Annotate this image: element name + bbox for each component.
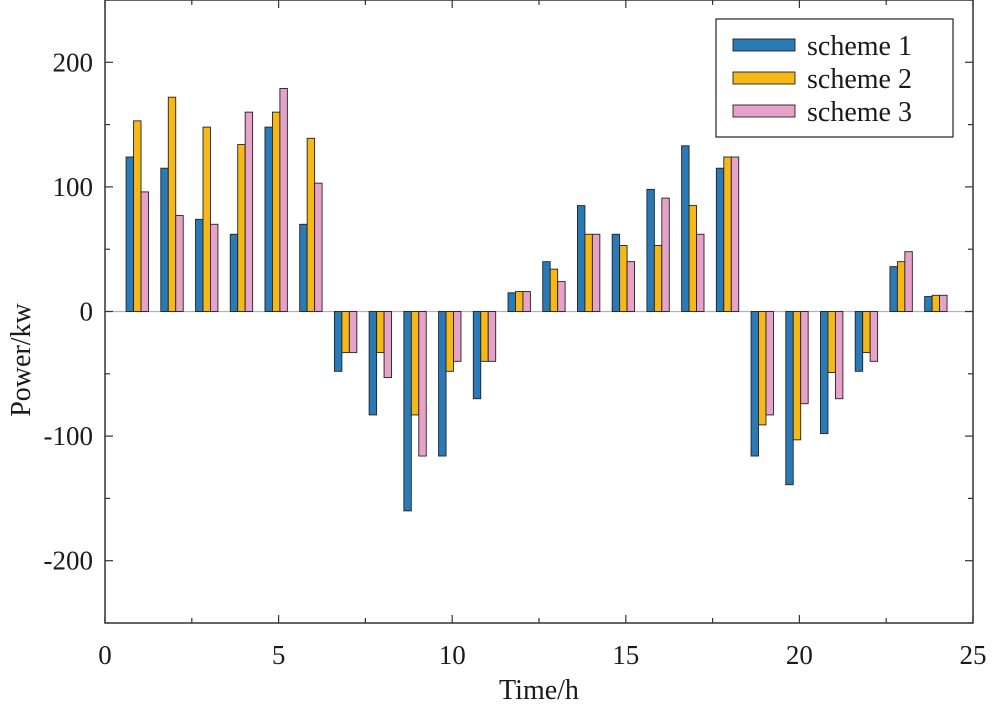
x-tick-label: 25 [960,640,987,670]
bar-scheme-1-t6 [299,223,308,312]
bar-scheme-1-t8 [368,311,378,416]
y-tick-label: 200 [53,47,94,77]
bar-scheme-1-t15 [611,233,621,312]
y-tick-label: 100 [53,172,94,202]
bar-scheme-3-t6 [314,182,323,312]
x-tick-label: 10 [439,640,466,670]
bar-scheme-3-t10 [453,311,462,362]
bar-scheme-2-t24 [931,294,941,312]
bar-scheme-3-t21 [834,311,844,400]
bar-scheme-1-t18 [715,167,725,312]
x-axis-label: Time/h [499,675,579,706]
legend-label-scheme-3: scheme 3 [807,97,912,128]
bar-scheme-1-t13 [542,261,551,312]
bar-scheme-2-t10 [445,311,454,372]
bar-scheme-2-t2 [167,96,177,312]
bar-scheme-1-t11 [472,311,482,400]
bar-scheme-1-t23 [889,266,898,312]
bar-scheme-1-t9 [403,311,412,512]
x-tick-label: 20 [786,640,813,670]
bar-scheme-2-t22 [862,311,871,354]
legend-label-scheme-2: scheme 2 [807,64,912,95]
bar-scheme-2-t4 [237,144,246,312]
y-axis-label: Power/kw [6,302,37,416]
bar-scheme-3-t15 [626,261,636,312]
bar-scheme-3-t2 [175,215,184,312]
bar-scheme-2-t1 [133,120,142,312]
bar-scheme-3-t20 [800,311,809,405]
bar-scheme-1-t1 [125,156,135,312]
bar-scheme-1-t5 [264,126,273,312]
bar-scheme-2-t11 [480,311,489,362]
y-tick-label: -100 [44,421,94,451]
bar-scheme-1-t3 [195,218,204,312]
bar-scheme-1-t10 [438,311,447,457]
bar-scheme-3-t4 [244,111,254,312]
bar-scheme-2-t9 [410,311,420,416]
legend-swatch-scheme-2 [732,71,796,85]
bar-scheme-2-t18 [723,156,732,312]
bar-scheme-3-t16 [661,197,670,312]
bar-scheme-1-t4 [229,233,239,312]
bar-scheme-1-t2 [160,167,169,312]
x-tick-label: 5 [272,640,286,670]
bar-scheme-1-t17 [681,145,690,312]
bar-scheme-3-t8 [383,311,392,378]
bar-scheme-2-t23 [896,261,906,312]
bar-scheme-1-t20 [785,311,794,486]
bar-scheme-2-t6 [306,137,316,312]
bar-scheme-3-t7 [348,311,358,354]
y-tick-label: -200 [44,546,94,576]
bar-scheme-3-t19 [765,311,774,416]
bar-scheme-3-t5 [279,88,288,312]
bar-scheme-3-t12 [522,291,531,312]
bar-scheme-2-t15 [619,245,628,312]
legend-swatch-scheme-1 [732,38,796,52]
axis-ticks [104,0,974,624]
bar-scheme-1-t21 [820,311,829,435]
bar-scheme-2-t5 [271,111,281,312]
bar-scheme-2-t8 [376,311,385,354]
bar-scheme-1-t19 [750,311,759,457]
bar-scheme-2-t16 [653,245,663,312]
tick-labels: -200 -100 0 100 200 0 5 10 15 20 25 [44,47,987,670]
bar-scheme-3-t18 [730,156,740,312]
bar-scheme-3-t24 [939,294,948,312]
bar-scheme-3-t22 [869,311,879,362]
bar-scheme-2-t19 [758,311,767,426]
bar-scheme-1-t22 [854,311,864,372]
x-tick-label: 0 [98,640,112,670]
legend-swatch-scheme-3 [732,104,796,118]
bar-scheme-2-t20 [792,311,802,441]
bar-scheme-3-t14 [591,233,601,312]
legend-label-scheme-1: scheme 1 [807,31,912,62]
bar-scheme-3-t1 [140,191,149,312]
x-tick-label: 15 [612,640,639,670]
bar-scheme-3-t17 [696,233,705,312]
bar-scheme-3-t9 [418,311,427,457]
bar-scheme-3-t23 [904,251,913,312]
bar-scheme-2-t3 [202,126,211,312]
bars [125,88,948,512]
bar-scheme-2-t21 [827,311,836,374]
y-tick-label: 0 [80,297,94,327]
bar-scheme-2-t12 [515,291,524,312]
bar-scheme-1-t12 [507,292,516,312]
bar-scheme-2-t17 [688,205,697,312]
bar-scheme-1-t24 [924,296,933,312]
bar-scheme-2-t14 [584,233,593,312]
bar-scheme-2-t13 [549,268,559,312]
bar-scheme-3-t11 [487,311,497,362]
bar-scheme-3-t3 [210,223,219,312]
bar-scheme-1-t7 [333,311,343,372]
bar-scheme-2-t7 [341,311,350,354]
bar-scheme-1-t14 [577,205,586,312]
bar-scheme-1-t16 [646,188,655,312]
bar-scheme-3-t13 [557,281,566,312]
